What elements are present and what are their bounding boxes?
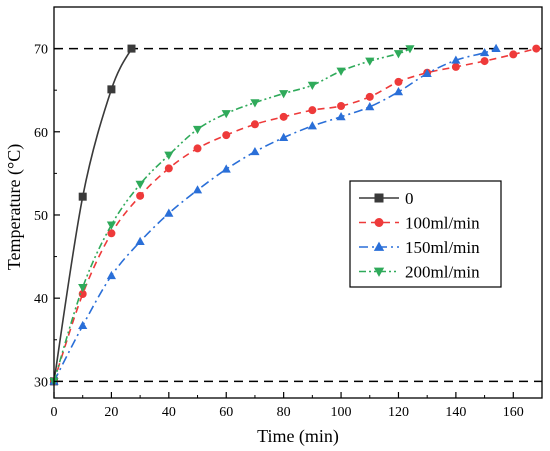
legend-label: 150ml/min bbox=[405, 238, 480, 257]
x-tick-label: 40 bbox=[162, 405, 176, 420]
legend-item-3: 150ml/min bbox=[359, 238, 480, 257]
x-axis-title: Time (min) bbox=[257, 426, 339, 447]
data-point bbox=[78, 283, 88, 293]
x-tick-label: 0 bbox=[51, 405, 58, 420]
data-point bbox=[250, 146, 260, 156]
legend-marker bbox=[373, 267, 385, 277]
data-point bbox=[164, 151, 174, 160]
data-point bbox=[164, 164, 173, 173]
legend: 0 100ml/min 150ml/min 200ml/min bbox=[349, 180, 502, 288]
axes bbox=[53, 6, 543, 399]
data-point bbox=[107, 85, 116, 94]
y-axis-title: Temperature (°C) bbox=[4, 144, 25, 270]
data-point bbox=[393, 50, 404, 59]
data-point bbox=[279, 112, 288, 121]
data-point bbox=[193, 144, 202, 153]
data-point bbox=[365, 57, 375, 66]
data-point bbox=[279, 132, 289, 142]
y-tick-label: 40 bbox=[34, 292, 48, 307]
x-tick-label: 100 bbox=[331, 405, 352, 420]
y-tick-label: 50 bbox=[34, 209, 48, 224]
x-tick-label: 80 bbox=[277, 405, 291, 420]
data-point bbox=[250, 99, 260, 108]
data-point bbox=[127, 44, 136, 53]
data-point bbox=[491, 43, 501, 52]
data-point bbox=[222, 131, 231, 140]
legend-item-4: 200ml/min bbox=[359, 263, 480, 282]
legend-label: 0 bbox=[405, 189, 414, 208]
tick-marks bbox=[53, 47, 514, 398]
data-point bbox=[336, 67, 346, 76]
data-point bbox=[393, 87, 404, 96]
series-line-1 bbox=[53, 48, 133, 382]
legend-marker bbox=[373, 241, 385, 251]
series-4 bbox=[49, 45, 415, 387]
x-tick-label: 140 bbox=[445, 405, 466, 420]
x-tick-label: 160 bbox=[503, 405, 524, 420]
tick-labels: 0 20 40 60 80 100 120 140 160 30 40 50 60 70 bbox=[34, 43, 524, 420]
legend-marker bbox=[374, 218, 384, 227]
legend-marker bbox=[374, 193, 384, 203]
data-point bbox=[480, 57, 489, 66]
data-point bbox=[192, 125, 203, 135]
series-3 bbox=[49, 43, 501, 385]
data-point bbox=[107, 229, 116, 238]
data-point bbox=[451, 62, 460, 71]
data-point bbox=[479, 47, 490, 57]
data-point bbox=[337, 101, 346, 110]
data-point bbox=[509, 50, 518, 59]
data-point bbox=[336, 112, 346, 121]
x-tick-label: 20 bbox=[104, 405, 118, 420]
data-point bbox=[106, 221, 117, 230]
data-point bbox=[221, 164, 231, 173]
data-point bbox=[365, 92, 374, 101]
plot-frame bbox=[53, 6, 543, 399]
data-point bbox=[135, 180, 145, 189]
data-point bbox=[308, 106, 317, 115]
data-point bbox=[394, 77, 403, 86]
data-point bbox=[307, 121, 317, 130]
data-point bbox=[135, 236, 145, 245]
legend-label: 200ml/min bbox=[405, 263, 480, 282]
series-layer bbox=[49, 43, 541, 387]
data-point bbox=[78, 290, 87, 299]
data-point bbox=[365, 102, 375, 111]
data-point bbox=[279, 90, 289, 99]
data-point bbox=[106, 270, 117, 280]
legend-item-1: 0 bbox=[359, 189, 414, 208]
legend-label: 100ml/min bbox=[405, 214, 480, 233]
data-point bbox=[422, 68, 432, 77]
data-point bbox=[221, 110, 231, 119]
data-point bbox=[307, 81, 317, 90]
legend-item-2: 100ml/min bbox=[359, 214, 480, 233]
y-tick-label: 30 bbox=[34, 375, 48, 390]
data-point bbox=[78, 192, 87, 201]
data-point bbox=[192, 185, 203, 194]
series-2 bbox=[50, 44, 541, 386]
data-point bbox=[451, 55, 461, 64]
x-tick-label: 120 bbox=[388, 405, 409, 420]
y-tick-label: 60 bbox=[34, 126, 48, 141]
data-point bbox=[405, 45, 415, 54]
data-point bbox=[78, 320, 88, 330]
data-point bbox=[136, 191, 145, 200]
x-tick-label: 60 bbox=[219, 405, 233, 420]
data-point bbox=[532, 44, 541, 53]
data-point bbox=[250, 120, 259, 129]
y-tick-label: 70 bbox=[34, 43, 48, 58]
data-point bbox=[164, 208, 174, 217]
